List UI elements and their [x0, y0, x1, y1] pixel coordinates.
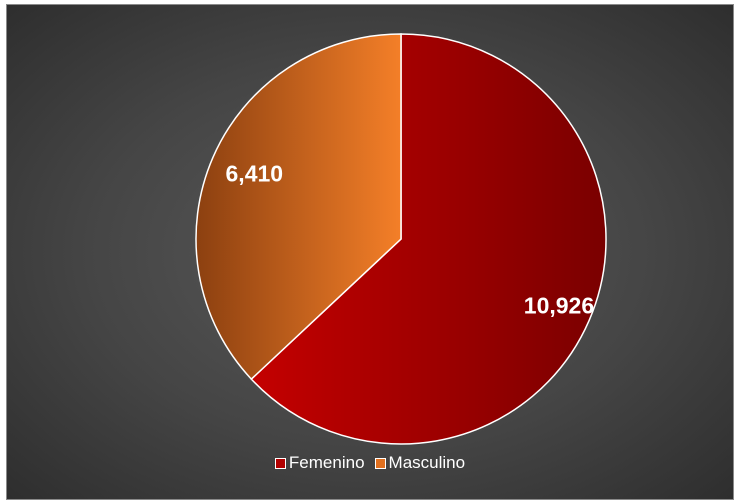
data-label-femenino: 10,926 [524, 293, 594, 319]
legend-label-femenino: Femenino [288, 453, 365, 472]
legend-label-masculino: Masculino [388, 453, 466, 472]
legend-swatch-femenino [274, 457, 286, 469]
legend-swatch-masculino [374, 457, 386, 469]
legend-item-masculino: Masculino [374, 453, 466, 473]
legend: Femenino Masculino [0, 453, 740, 473]
pie-slice-masculino [195, 33, 402, 381]
data-label-masculino: 6,410 [226, 160, 284, 186]
legend-item-femenino: Femenino [274, 453, 365, 473]
pie-slice-femenino [250, 33, 607, 445]
